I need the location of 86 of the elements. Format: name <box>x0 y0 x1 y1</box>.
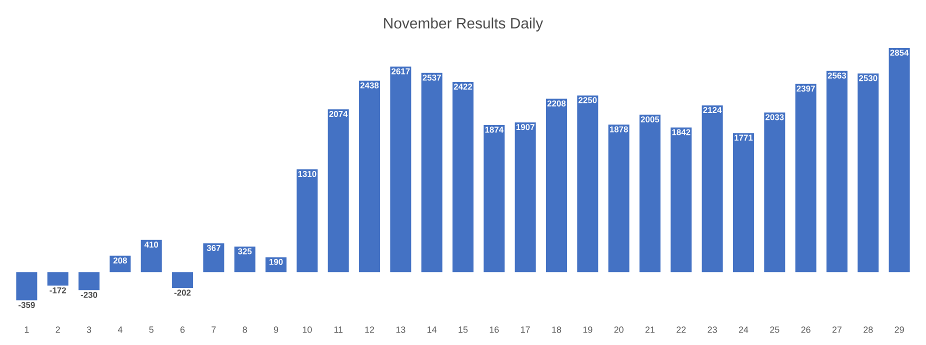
x-tick-label: 15 <box>458 326 468 333</box>
data-label: 1842 <box>672 129 690 136</box>
bar <box>140 240 162 272</box>
data-label: -202 <box>174 290 191 296</box>
bar <box>577 95 598 272</box>
data-label: 2208 <box>547 100 566 106</box>
data-label: 1310 <box>298 170 316 177</box>
bar <box>670 127 692 272</box>
data-label: 2422 <box>454 84 472 90</box>
data-label: 2033 <box>766 114 784 120</box>
x-tick-label: 28 <box>864 326 873 333</box>
data-label: 2005 <box>640 116 660 122</box>
x-tick-label: 21 <box>645 326 655 333</box>
data-label: 410 <box>144 242 158 248</box>
data-label: 2074 <box>329 110 348 117</box>
x-tick-label: 19 <box>583 326 592 333</box>
data-label: 2438 <box>360 82 379 88</box>
bar <box>47 272 68 286</box>
data-label: -230 <box>80 292 98 298</box>
bar <box>484 124 505 272</box>
x-tick-label: 14 <box>428 326 437 333</box>
data-label: 1878 <box>610 126 628 132</box>
data-label: 2854 <box>890 50 909 56</box>
bar <box>390 66 412 272</box>
bar <box>732 133 754 272</box>
bar <box>858 73 879 272</box>
x-tick-label: 10 <box>302 326 312 333</box>
x-tick-label: 25 <box>770 326 780 333</box>
data-label: -172 <box>50 287 66 294</box>
x-tick-label: 6 <box>180 326 185 333</box>
x-tick-label: 11 <box>334 326 343 333</box>
x-tick-label: 22 <box>676 326 686 333</box>
x-tick-label: 8 <box>242 326 247 333</box>
x-tick-label: 2 <box>56 326 60 333</box>
x-tick-label: 17 <box>521 326 530 333</box>
data-label: 1874 <box>485 126 504 133</box>
data-label: 367 <box>206 245 220 251</box>
bar <box>16 272 38 300</box>
data-label: 2530 <box>859 75 878 82</box>
data-label: -359 <box>18 302 35 308</box>
x-tick-label: 24 <box>738 326 748 333</box>
x-tick-label: 9 <box>274 326 278 333</box>
x-tick-label: 20 <box>614 326 624 333</box>
data-label: 2250 <box>578 97 597 104</box>
data-label: 1907 <box>516 124 534 130</box>
data-label: 2397 <box>796 86 815 92</box>
x-tick-label: 7 <box>212 326 216 333</box>
bar <box>78 272 100 290</box>
data-label: 325 <box>238 248 252 254</box>
bar <box>328 109 349 272</box>
bar <box>608 124 630 272</box>
bar <box>359 80 380 272</box>
bar <box>296 169 318 272</box>
data-label: 2617 <box>392 68 410 74</box>
data-label: 190 <box>269 258 283 265</box>
chart-title: November Results Daily <box>384 18 544 32</box>
x-tick-label: 16 <box>490 326 499 333</box>
bar <box>764 112 786 272</box>
x-tick-label: 26 <box>801 326 810 333</box>
x-tick-label: 4 <box>118 326 122 333</box>
bar <box>795 84 816 272</box>
x-tick-label: 13 <box>396 326 406 333</box>
data-label: 208 <box>113 257 127 264</box>
x-tick-label: 29 <box>894 326 904 333</box>
x-tick-label: 12 <box>365 326 374 333</box>
x-tick-label: 1 <box>24 326 29 333</box>
x-tick-label: 27 <box>832 326 842 333</box>
bar <box>888 48 910 272</box>
bar <box>172 272 194 288</box>
bar <box>639 114 660 272</box>
data-label: 2537 <box>422 74 441 81</box>
x-tick-label: 5 <box>149 326 154 333</box>
bar <box>421 72 442 272</box>
data-label: 1771 <box>734 134 753 141</box>
bar <box>514 122 536 272</box>
bar <box>234 246 256 272</box>
bar <box>203 243 224 272</box>
data-label: 2124 <box>703 107 722 113</box>
x-tick-label: 18 <box>552 326 562 333</box>
bar <box>452 82 474 272</box>
bar <box>702 105 723 272</box>
data-label: 2563 <box>828 72 846 79</box>
bar <box>826 70 848 272</box>
x-tick-label: 23 <box>708 326 717 333</box>
bar <box>546 98 567 272</box>
x-tick-label: 3 <box>86 326 92 333</box>
